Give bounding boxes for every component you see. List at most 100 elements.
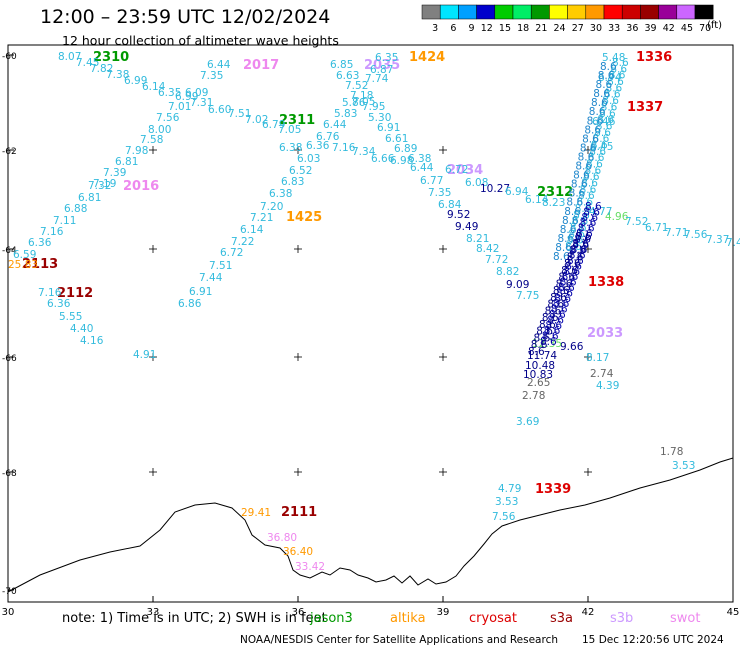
wave-height-label: 8.82	[496, 266, 519, 278]
track-streak-glyph: 8.6	[586, 159, 603, 171]
wave-height-label: 7.95	[362, 101, 385, 113]
lon-label: 42	[582, 607, 595, 618]
track-streak-glyph: 8.6	[594, 127, 611, 139]
wave-height-label: 6.98	[390, 155, 413, 167]
colorbar-tick-label: 18	[517, 23, 529, 34]
wave-height-label: 7.44	[199, 272, 223, 284]
wave-height-label: 6.60	[208, 104, 231, 116]
track-streak-glyph: 8.6	[582, 133, 599, 145]
legend-sat-s3a: s3a	[550, 611, 574, 626]
wave-height-label: 7.05	[278, 124, 301, 136]
lat-label: -70	[2, 587, 17, 597]
track-streak-glyph: 8.6	[575, 161, 592, 173]
wave-height-label: 5.55	[59, 311, 82, 323]
track-streak-glyph: 8.6	[542, 312, 559, 324]
track-id-label: 2035	[364, 58, 400, 73]
track-streak-glyph: 8.6	[589, 106, 606, 118]
colorbar-tick-label: 24	[554, 23, 566, 34]
track-streak-glyph: 8.6	[576, 228, 593, 240]
colorbar-tick-label: 45	[681, 23, 693, 34]
track-streak-glyph: 8.6	[553, 251, 570, 263]
track-streak-glyph: 8.6	[564, 258, 581, 270]
wave-height-label: 4.16	[80, 335, 104, 347]
wave-height-label: 6.72	[220, 247, 243, 259]
lat-label: -62	[2, 147, 17, 157]
map-title: 12:00 – 23:59 UTC 12/02/2024	[40, 6, 331, 28]
wave-height-label: 4.79	[498, 483, 521, 495]
wave-height-label: 11.74	[527, 350, 557, 362]
wave-height-label: 6.79	[262, 119, 285, 131]
wave-height-label: 6.88	[64, 203, 87, 215]
colorbar-unit: (ft)	[707, 20, 723, 31]
track-streak-glyph: 8.6	[580, 217, 597, 229]
wave-height-label: 10.27	[480, 183, 510, 195]
wave-height-label: 4.77	[589, 206, 612, 218]
lon-label: 45	[727, 607, 740, 618]
legend-sat-altika: altika	[390, 611, 426, 626]
track-id-label: 2033	[587, 326, 623, 341]
track-streak-glyph: 8.6	[578, 190, 595, 202]
wave-height-label: 7.56	[156, 112, 180, 124]
colorbar-tick-label: 15	[499, 23, 511, 34]
track-streak-glyph: 8.6	[575, 203, 592, 215]
wave-height-label: 9.66	[560, 341, 584, 353]
wave-height-label: 6.14	[525, 194, 549, 206]
wave-height-label: 2.65	[527, 377, 550, 389]
wave-height-label: 6.94	[505, 186, 529, 198]
wave-height-label: 6.08	[465, 177, 488, 189]
colorbar-tick-label: 27	[572, 23, 584, 34]
wave-height-label: 7.11	[53, 215, 76, 227]
colorbar-tick-label: 12	[481, 23, 493, 34]
footer-credit: NOAA/NESDIS Center for Satellite Applica…	[240, 634, 558, 646]
track-streak-glyph: 8.6	[569, 245, 586, 257]
wave-height-label: 7.52	[345, 80, 368, 92]
map-frame	[7, 44, 734, 603]
wave-height-label: 6.14	[142, 81, 166, 93]
wave-height-label: 7.4	[726, 237, 740, 249]
track-streak-glyph: 8.6	[558, 272, 575, 284]
track-id-label: 2113	[22, 257, 58, 272]
track-streak-glyph: 8.6	[545, 305, 562, 317]
track-streak-glyph: 8.6	[567, 235, 584, 247]
colorbar-tick-label: 33	[608, 23, 620, 34]
legend-sat-cryosat: cryosat	[469, 611, 517, 626]
wave-height-label: 9.52	[447, 209, 470, 221]
wave-height-label: 7.18	[350, 90, 373, 102]
track-streak-glyph: 8.6	[575, 231, 592, 243]
track-streak-glyph: 8.6	[571, 216, 588, 228]
colorbar-tick-label: 9	[469, 23, 475, 34]
wave-height-label: 6.36	[306, 140, 330, 152]
track-streak-glyph: 8.6	[580, 142, 597, 154]
track-streak-glyph: 8.6	[576, 197, 593, 209]
track-streak-glyph: 8.6	[601, 101, 618, 113]
track-streak-glyph: 8.6	[610, 63, 627, 75]
wave-height-label: 6.14	[240, 224, 264, 236]
wave-height-label: 6.45	[590, 141, 613, 153]
wave-height-label: 6.85	[330, 59, 353, 71]
track-streak-glyph: 8.6	[560, 277, 577, 289]
wave-height-label: 6.77	[420, 175, 443, 187]
track-streak-glyph: 8.6	[553, 285, 570, 297]
track-id-label: 1336	[636, 50, 672, 65]
track-streak-glyph: 8.6	[574, 233, 591, 245]
track-streak-glyph: 8.6	[599, 108, 616, 120]
wave-height-label: 7.45	[76, 57, 99, 69]
wave-height-label: 8.00	[148, 124, 171, 136]
wave-height-label: 7.20	[260, 201, 283, 213]
wave-height-label: 7.58	[140, 134, 163, 146]
wave-height-label: 1.78	[660, 446, 683, 458]
wave-height-label: 6.71	[645, 222, 668, 234]
wave-height-label: 4.91	[133, 349, 156, 361]
wave-height-label: 7.52	[625, 216, 648, 228]
track-streak-glyph: 8.6	[566, 197, 583, 209]
wave-height-label: 7.56	[492, 511, 516, 523]
wave-height-label: 7.98	[125, 145, 148, 157]
wave-height-label: 3.69	[516, 416, 539, 428]
track-streak-glyph: 8.6	[556, 287, 573, 299]
lon-label: 39	[437, 607, 450, 618]
wave-height-label: 36.40	[283, 546, 313, 558]
wave-height-label: 7.01	[168, 101, 191, 113]
track-streak-glyph: 8.6	[547, 299, 564, 311]
wave-height-label: 7.38	[106, 69, 129, 81]
